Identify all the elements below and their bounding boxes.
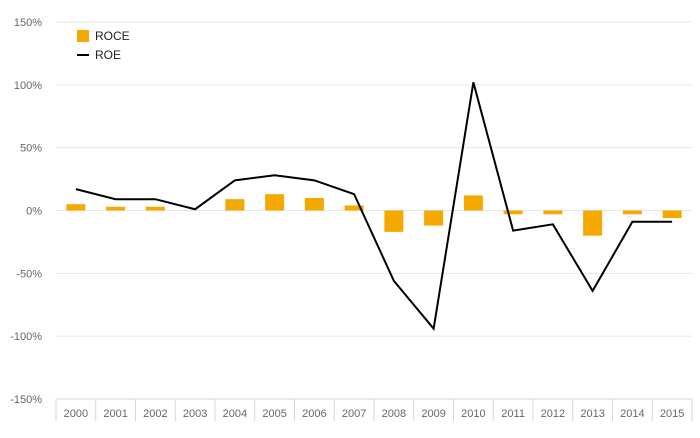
y-tick-label: 50%: [20, 143, 42, 155]
y-tick-label: -100%: [10, 331, 42, 343]
x-tick-label: 2008: [382, 408, 406, 420]
x-tick-label: 2001: [103, 408, 127, 420]
y-tick-label: -150%: [10, 394, 42, 406]
roce-bar: [583, 211, 602, 236]
x-tick-label: 2005: [262, 408, 286, 420]
x-tick-label: 2009: [421, 408, 445, 420]
y-tick-label: 100%: [14, 80, 42, 92]
x-tick-label: 2003: [183, 408, 207, 420]
legend-label-roe: ROE: [95, 48, 121, 62]
roce-bar: [424, 211, 443, 226]
legend-swatch-roce: [77, 30, 89, 42]
x-tick-label: 2011: [501, 408, 525, 420]
x-tick-label: 2007: [342, 408, 366, 420]
roce-bar: [265, 194, 284, 210]
roce-bar: [146, 207, 165, 211]
x-tick-label: 2006: [302, 408, 326, 420]
y-tick-label: 150%: [14, 17, 42, 29]
roce-bar: [106, 207, 125, 211]
roce-bar: [305, 198, 324, 211]
x-tick-label: 2000: [64, 408, 88, 420]
x-tick-label: 2015: [660, 408, 684, 420]
roce-bar: [543, 211, 562, 215]
y-tick-label: -50%: [16, 268, 42, 280]
x-tick-label: 2002: [143, 408, 167, 420]
roce-bar: [663, 211, 682, 219]
x-tick-label: 2012: [541, 408, 565, 420]
x-tick-label: 2013: [580, 408, 604, 420]
roce-bar: [464, 195, 483, 210]
x-tick-label: 2014: [620, 408, 644, 420]
roce-bar: [504, 211, 523, 215]
roce-bar: [623, 211, 642, 215]
y-tick-label: 0%: [26, 206, 42, 218]
roce-bar: [225, 199, 244, 210]
legend-label-roce: ROCE: [95, 29, 130, 43]
roce-bar: [384, 211, 403, 232]
x-tick-label: 2004: [223, 408, 247, 420]
roce-bar: [66, 204, 85, 210]
x-tick-label: 2010: [461, 408, 485, 420]
